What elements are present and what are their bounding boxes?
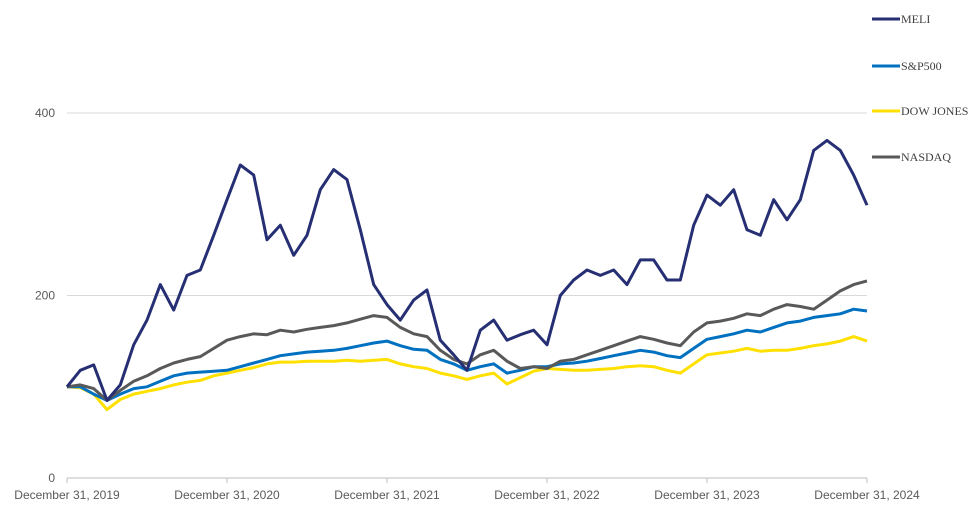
legend-label-nasdaq: NASDAQ [901,150,951,164]
x-axis: December 31, 2019 December 31, 2020 Decemb… [14,477,920,502]
y-tick-label: 0 [48,471,55,485]
legend-label-meli: MELI [901,12,930,26]
legend-label-s-p500: S&P500 [901,59,942,73]
legend-label-dow-jones: DOW JONES [901,104,968,118]
series-line-s-p500 [67,307,868,402]
series-line-dow-jones [66,335,868,412]
x-tick-label: December 31, 2024 [814,488,920,502]
series-lines [65,138,869,412]
y-axis: 0 200 400 [35,106,55,485]
x-tick-label: December 31, 2023 [654,488,760,502]
series-line-nasdaq [66,279,868,402]
series-line-meli [65,138,869,402]
y-tick-label: 200 [35,289,55,303]
x-tick-label: December 31, 2022 [494,488,600,502]
legend: MELI S&P500 DOW JONES NASDAQ [872,12,968,164]
x-tick-label: December 31, 2021 [334,488,440,502]
y-tick-label: 400 [35,106,55,120]
x-tick-label: December 31, 2019 [14,488,120,502]
gridlines [67,112,867,296]
x-tick-label: December 31, 2020 [174,488,280,502]
